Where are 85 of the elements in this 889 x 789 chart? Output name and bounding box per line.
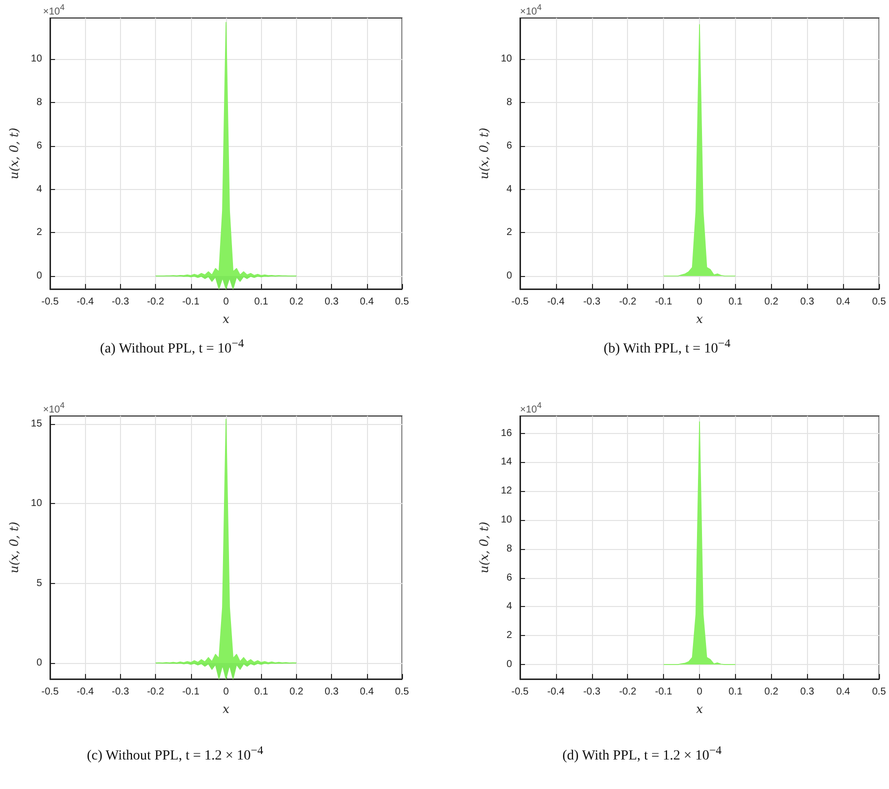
x-axis-title: x	[696, 702, 704, 716]
x-tick-label: 0.5	[395, 686, 410, 698]
text: ×10$^{4}$	[43, 2, 65, 18]
y-tick-label: 0	[36, 658, 42, 669]
x-axis-title: x	[222, 702, 230, 716]
x-axis-title: x	[222, 312, 230, 326]
y-tick-label: 4	[36, 184, 42, 195]
x-tick-label: 0	[696, 686, 703, 698]
y-tick-label: 8	[506, 97, 512, 108]
y-axis-title: u(x, 0, t)	[7, 127, 21, 180]
y-tick-label: 0	[506, 270, 512, 282]
x-tick-label: 0.1	[254, 686, 269, 698]
x-tick-label: -0.1	[182, 296, 200, 308]
x-tick-label: -0.4	[547, 296, 565, 308]
x-tick-label: 0.1	[728, 296, 743, 308]
x-tick-label: -0.2	[619, 686, 637, 698]
text: (b) With PPL, t = 10$^{−4}$	[604, 337, 730, 358]
y-tick-label: 10	[30, 54, 42, 65]
x-tick-label: -0.5	[511, 296, 530, 308]
x-tick-label: 0.1	[254, 296, 269, 308]
x-tick-label: -0.4	[76, 686, 94, 698]
text: ×10$^{4}$	[43, 400, 65, 416]
y-tick-label: 6	[506, 572, 512, 584]
x-tick-label: -0.5	[511, 686, 530, 698]
x-tick-label: 0.2	[764, 686, 779, 698]
y-tick-label: 6	[506, 140, 512, 152]
x-tick-label: -0.5	[41, 296, 60, 308]
y-tick-label: 12	[500, 486, 512, 497]
x-tick-label: 0.4	[360, 686, 374, 698]
y-tick-label: 0	[506, 659, 512, 670]
y-axis-title: u(x, 0, t)	[476, 127, 491, 180]
y-tick-label: 15	[30, 418, 42, 430]
x-tick-label: 0	[223, 686, 230, 698]
y-tick-label: 4	[506, 184, 512, 195]
x-axis-title: x	[696, 312, 704, 326]
x-tick-label: -0.3	[583, 296, 601, 308]
y-tick-label: 2	[36, 227, 42, 238]
x-tick-label: -0.2	[147, 296, 165, 308]
x-tick-label: 0	[696, 296, 703, 308]
x-tick-label: -0.3	[112, 686, 130, 698]
x-tick-label: 0.4	[836, 686, 851, 698]
x-tick-label: -0.2	[147, 686, 165, 698]
x-tick-label: 0.5	[395, 296, 410, 308]
x-tick-label: 0.2	[289, 686, 304, 698]
x-tick-label: -0.5	[41, 686, 60, 698]
x-tick-label: -0.4	[76, 296, 94, 308]
y-tick-label: 8	[36, 97, 42, 108]
y-tick-label: 2	[506, 227, 512, 238]
y-axis-title: u(x, 0, t)	[7, 521, 21, 574]
x-tick-label: 0.4	[836, 296, 851, 308]
y-tick-label: 10	[30, 498, 42, 510]
text: (a) Without PPL, t = 10$^{−4}$	[100, 337, 244, 358]
x-tick-label: -0.1	[655, 296, 673, 308]
x-tick-label: 0.4	[360, 296, 374, 308]
y-tick-label: 10	[500, 54, 512, 65]
y-tick-label: 6	[36, 140, 42, 152]
x-tick-label: 0.5	[872, 296, 886, 308]
x-tick-label: 0	[223, 296, 230, 308]
y-tick-label: 4	[506, 601, 512, 612]
x-tick-label: -0.1	[655, 686, 673, 698]
x-tick-label: -0.3	[583, 686, 601, 698]
y-tick-label: 16	[500, 428, 512, 439]
y-axis-title: u(x, 0, t)	[476, 521, 491, 574]
x-tick-label: 0.3	[324, 686, 339, 698]
text: (d) With PPL, t = 1.2 × 10$^{−4}$	[562, 744, 722, 765]
text: ×10$^{4}$	[520, 2, 542, 18]
y-tick-label: 5	[36, 578, 42, 589]
y-tick-label: 10	[500, 514, 512, 526]
x-tick-label: -0.2	[619, 296, 637, 308]
y-tick-label: 14	[500, 456, 512, 468]
x-tick-label: 0.2	[764, 296, 779, 308]
text: (c) Without PPL, t = 1.2 × 10$^{−4}$	[86, 744, 264, 765]
text: ×10$^{4}$	[520, 400, 542, 416]
x-tick-label: -0.1	[182, 686, 200, 698]
x-tick-label: -0.3	[112, 296, 130, 308]
y-tick-label: 0	[36, 270, 42, 282]
x-tick-label: 0.3	[800, 686, 815, 698]
x-tick-label: 0.3	[800, 296, 815, 308]
y-tick-label: 2	[506, 630, 512, 642]
x-tick-label: 0.1	[728, 686, 743, 698]
x-tick-label: -0.4	[547, 686, 565, 698]
x-tick-label: 0.5	[872, 686, 886, 698]
y-tick-label: 8	[506, 543, 512, 554]
x-tick-label: 0.2	[289, 296, 304, 308]
x-tick-label: 0.3	[324, 296, 339, 308]
